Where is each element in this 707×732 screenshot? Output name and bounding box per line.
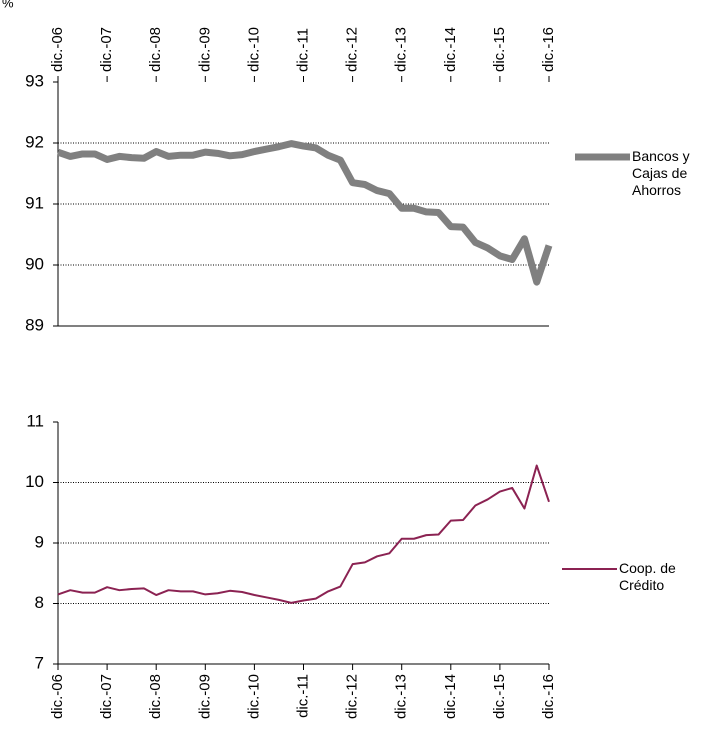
x-tick-label: dic.-16 — [540, 674, 557, 719]
data-line — [56, 140, 553, 286]
x-tick-label: dic.-07 — [98, 674, 115, 719]
x-tick-label: dic.-14 — [442, 27, 459, 72]
x-tick-label: dic.-06 — [49, 674, 66, 719]
y-tick-label: 10 — [25, 472, 44, 491]
y-tick-label: 92 — [25, 132, 44, 151]
x-tick-label: dic.-10 — [245, 674, 262, 719]
x-tick-label: dic.-13 — [393, 674, 410, 719]
y-tick-label: 91 — [25, 193, 44, 212]
x-tick-label: dic.-09 — [196, 674, 213, 719]
x-tick-label: dic.-15 — [491, 27, 508, 72]
legend-label: Bancos y Cajas de Ahorros — [632, 148, 690, 198]
x-tick-label: dic.-11 — [294, 28, 311, 72]
x-tick-label: dic.-12 — [344, 27, 361, 72]
y-tick-label: 11 — [26, 411, 44, 430]
x-tick-label: dic.-08 — [147, 27, 164, 72]
legend-label: Coop. de Crédito — [619, 560, 676, 593]
x-tick-label: dic.-09 — [196, 27, 213, 72]
y-axis-unit: % — [2, 0, 14, 10]
x-tick-label: dic.-13 — [393, 27, 410, 72]
y-tick-label: 8 — [35, 593, 44, 612]
x-tick-label: dic.-14 — [442, 674, 459, 719]
y-tick-label: 90 — [25, 254, 44, 273]
x-tick-label: dic.-11 — [294, 674, 311, 718]
y-tick-label: 93 — [25, 71, 44, 90]
x-tick-label: dic.-06 — [49, 27, 66, 72]
x-tick-label: dic.-07 — [98, 27, 115, 72]
data-line — [57, 464, 550, 604]
x-tick-label: dic.-08 — [147, 674, 164, 719]
x-tick-label: dic.-10 — [245, 27, 262, 72]
x-tick-label: dic.-15 — [491, 674, 508, 719]
x-tick-label: dic.-12 — [344, 674, 361, 719]
y-tick-label: 9 — [35, 532, 44, 551]
y-tick-label: 89 — [25, 315, 44, 334]
y-tick-label: 7 — [35, 653, 44, 672]
x-tick-label: dic.-16 — [540, 27, 557, 72]
